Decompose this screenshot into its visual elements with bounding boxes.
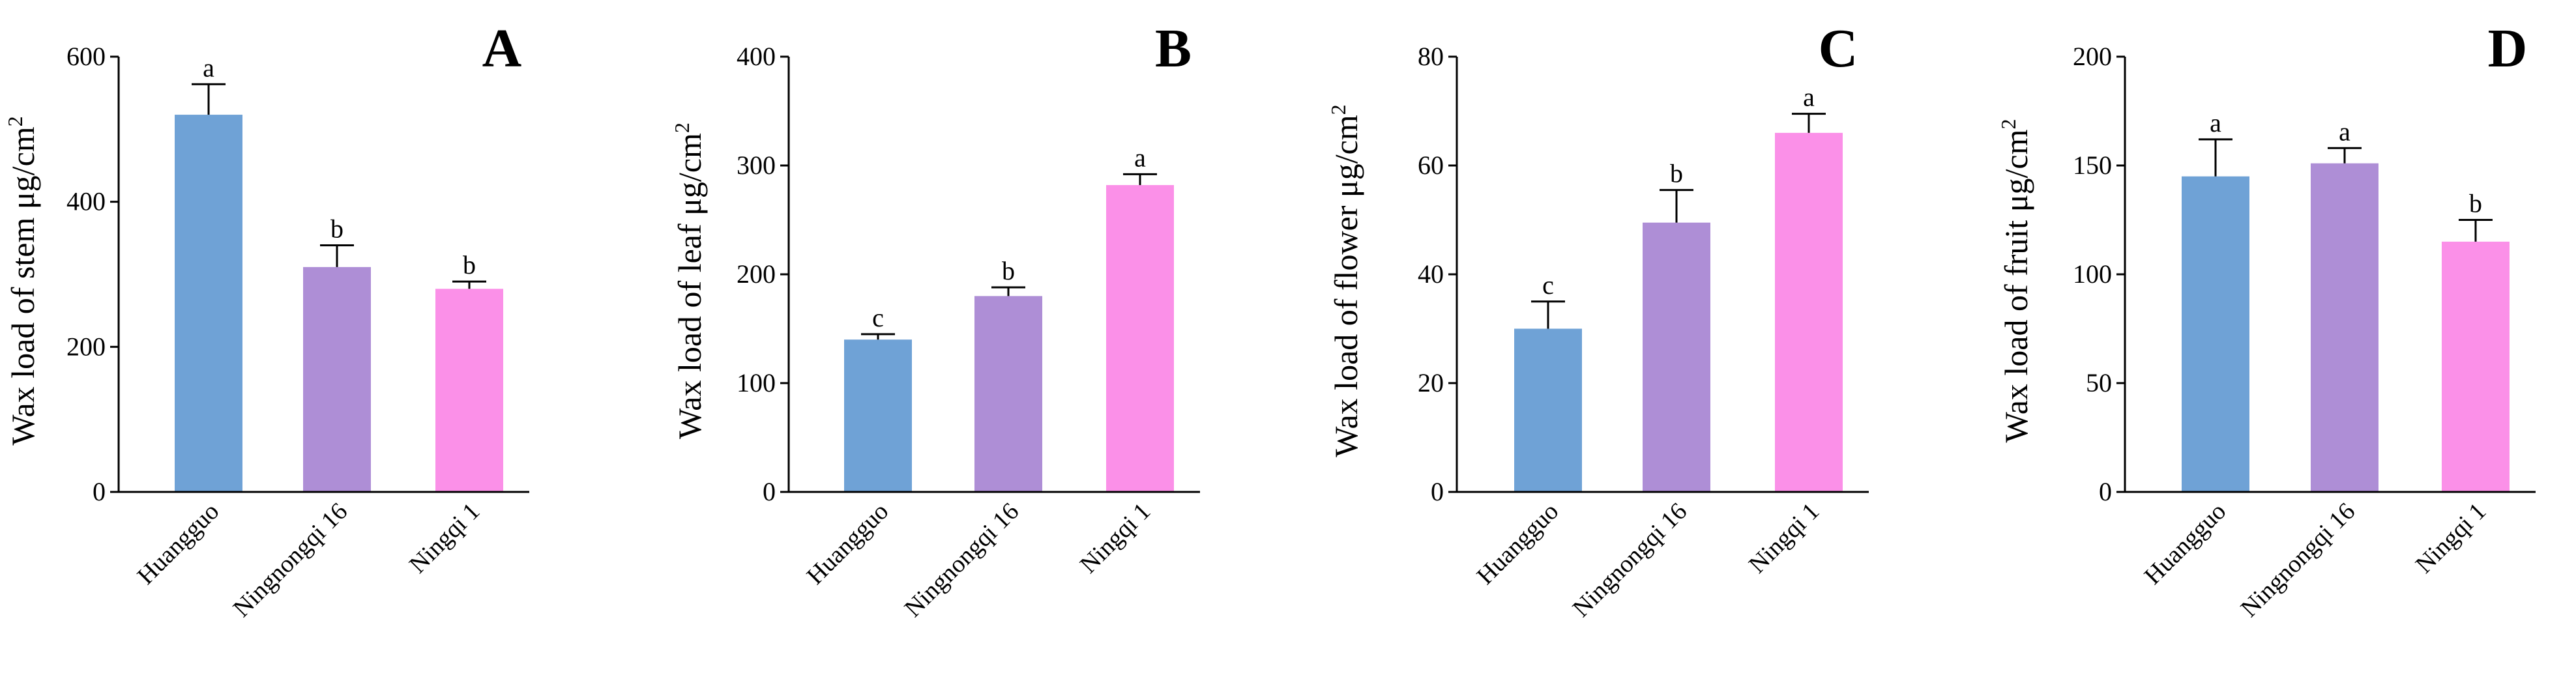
significance-label: a [2210, 108, 2221, 137]
x-tick-label: Huangguo [2139, 498, 2232, 590]
y-tick-label: 200 [66, 332, 106, 361]
y-tick-label: 60 [1418, 151, 1444, 180]
bar [303, 266, 371, 492]
bar [974, 296, 1042, 492]
bar [2442, 241, 2510, 492]
y-tick-label: 100 [737, 368, 776, 397]
y-tick-label: 100 [2073, 259, 2112, 289]
x-tick-label: Huangguo [132, 498, 225, 590]
x-tick-label: Ningqi 1 [1744, 498, 1824, 579]
y-tick-label: 200 [737, 259, 776, 289]
significance-label: b [463, 250, 476, 280]
significance-label: a [1803, 83, 1815, 112]
y-tick-label: 20 [1418, 368, 1444, 397]
bar [1643, 222, 1710, 492]
y-tick-label: 40 [1418, 259, 1444, 289]
x-tick-label: Ningnongqi 16 [1568, 498, 1693, 623]
x-tick-label: Huangguo [802, 498, 894, 590]
y-axis-label: Wax load of stem μg/cm2 [3, 116, 41, 445]
y-tick-label: 0 [763, 477, 776, 506]
y-tick-label: 80 [1418, 42, 1444, 71]
x-tick-label: Ningnongqi 16 [900, 498, 1025, 623]
significance-label: c [1542, 270, 1554, 300]
x-tick-label: Huangguo [1472, 498, 1564, 590]
y-tick-label: 0 [1431, 477, 1444, 506]
y-axis-label-superscript: 2 [1326, 104, 1350, 115]
y-axis-label-superscript: 2 [1997, 119, 2020, 130]
bar [175, 115, 242, 493]
significance-label: b [1670, 159, 1683, 188]
x-tick-label: Ningnongqi 16 [228, 498, 353, 623]
bar [2311, 163, 2378, 492]
bar [1106, 185, 1174, 492]
x-tick-label: Ningqi 1 [1075, 498, 1156, 579]
significance-label: b [1002, 256, 1015, 285]
significance-label: a [1134, 143, 1146, 172]
panel-label: C [1819, 18, 1858, 79]
significance-label: b [330, 214, 344, 243]
y-tick-label: 400 [66, 187, 106, 216]
bar [844, 339, 912, 492]
panel-label: B [1155, 18, 1192, 79]
bar [1775, 132, 1843, 492]
y-tick-label: 600 [66, 42, 106, 71]
y-tick-label: 300 [737, 151, 776, 180]
significance-label: a [2339, 117, 2350, 146]
chart-panel-d: a Huangguo a Ningnongqi 16 b Ningqi 1 0 50 100 15… [1997, 18, 2536, 622]
bar [1514, 328, 1582, 492]
bar [435, 289, 503, 492]
significance-label: a [203, 53, 214, 82]
y-tick-label: 0 [2099, 477, 2112, 506]
y-axis-label: Wax load of flower μg/cm2 [1326, 104, 1364, 457]
y-tick-label: 150 [2073, 151, 2112, 180]
y-tick-label: 0 [93, 477, 106, 506]
y-axis-label: Wax load of fruit μg/cm2 [1997, 119, 2034, 443]
x-tick-label: Ningnongqi 16 [2236, 498, 2361, 623]
x-tick-label: Ningqi 1 [2410, 498, 2491, 579]
y-tick-label: 200 [2073, 42, 2112, 71]
significance-label: c [872, 303, 884, 332]
chart-panel-c: c Huangguo b Ningnongqi 16 a Ningqi 1 0 20 40 60 8… [1326, 18, 1869, 622]
significance-label: b [2469, 189, 2482, 218]
bar [2182, 176, 2249, 492]
y-tick-label: 50 [2086, 368, 2112, 397]
x-tick-label: Ningqi 1 [404, 498, 485, 579]
chart-panel-a: a Huangguo b Ningnongqi 16 b Ningqi 1 0 200 400 6… [3, 18, 529, 622]
panel-label: D [2488, 18, 2528, 79]
y-axis-label-superscript: 2 [670, 122, 694, 133]
y-axis-label-superscript: 2 [3, 116, 27, 126]
y-tick-label: 400 [737, 42, 776, 71]
chart-panel-b: c Huangguo b Ningnongqi 16 a Ningqi 1 0 100 200 3… [670, 18, 1200, 622]
y-axis-label: Wax load of leaf μg/cm2 [670, 122, 708, 439]
panel-label: A [482, 18, 522, 79]
